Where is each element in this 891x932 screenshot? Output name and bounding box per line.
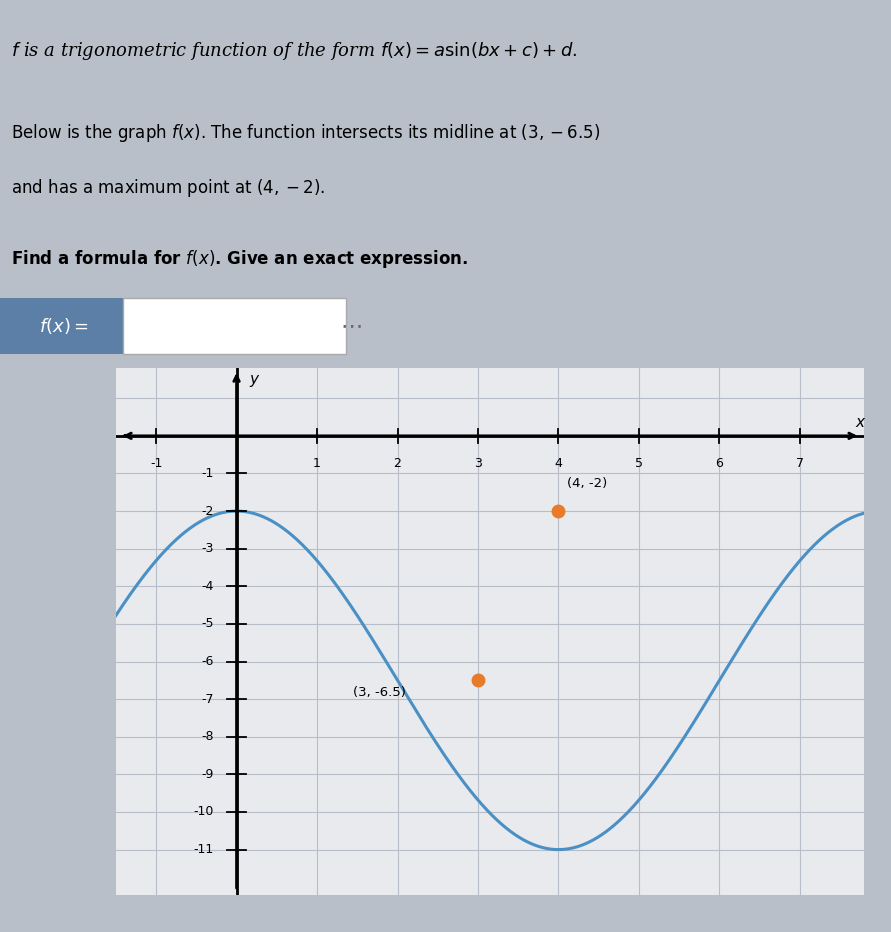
Text: 6: 6 [715, 457, 723, 470]
Text: -7: -7 [201, 692, 214, 706]
Text: ⋯: ⋯ [341, 316, 363, 336]
Text: y: y [249, 372, 258, 387]
Text: 7: 7 [796, 457, 804, 470]
Text: 5: 5 [635, 457, 643, 470]
Text: -2: -2 [201, 504, 214, 517]
Text: $f(x) =$: $f(x) =$ [39, 316, 89, 336]
Text: -3: -3 [201, 542, 214, 555]
Text: (3, -6.5): (3, -6.5) [353, 686, 406, 699]
Text: (4, -2): (4, -2) [567, 477, 607, 490]
Text: Below is the graph $f(x)$. The function intersects its midline at $(3, -6.5)$: Below is the graph $f(x)$. The function … [11, 122, 601, 144]
Text: 4: 4 [554, 457, 562, 470]
Text: Find a formula for $f(x)$. Give an exact expression.: Find a formula for $f(x)$. Give an exact… [11, 248, 468, 269]
Text: -1: -1 [150, 457, 162, 470]
Text: $f$ is a trigonometric function of the form $f(x) = a\sin(bx + c) + d.$: $f$ is a trigonometric function of the f… [11, 40, 577, 62]
FancyBboxPatch shape [123, 298, 346, 354]
Text: -5: -5 [201, 617, 214, 630]
Text: and has a maximum point at $(4, -2)$.: and has a maximum point at $(4, -2)$. [11, 177, 324, 199]
Text: -11: -11 [193, 843, 214, 857]
Text: 1: 1 [313, 457, 321, 470]
Text: x: x [855, 415, 865, 431]
Text: 3: 3 [474, 457, 482, 470]
Text: -6: -6 [201, 655, 214, 668]
Text: -8: -8 [201, 731, 214, 743]
Text: -10: -10 [193, 805, 214, 818]
Text: -9: -9 [201, 768, 214, 781]
Text: 2: 2 [394, 457, 402, 470]
FancyBboxPatch shape [0, 298, 134, 354]
Text: -4: -4 [201, 580, 214, 593]
Text: -1: -1 [201, 467, 214, 480]
